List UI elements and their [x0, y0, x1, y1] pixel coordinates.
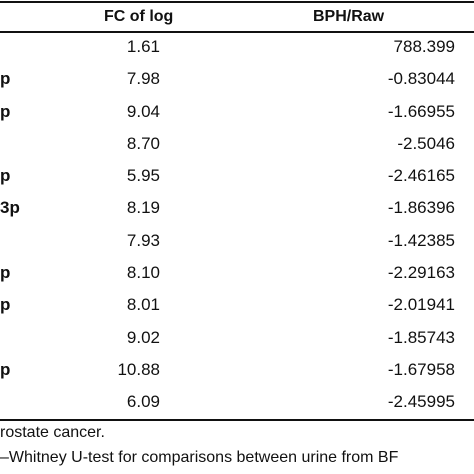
raw-value: -1.86396 [387, 198, 455, 218]
row-label: p [0, 69, 11, 89]
fc-value: 9.02 [126, 327, 160, 347]
row-label: p [0, 101, 11, 121]
fc-value: 8.01 [126, 295, 160, 315]
column-header-bph-raw: BPH/Raw [313, 8, 385, 25]
footnote-line: –Whitney U-test for comparisons between … [0, 449, 399, 466]
raw-value: -2.5046 [397, 133, 455, 153]
table-row: 3p 8.19 -1.86396 [0, 193, 474, 225]
table-bottom-rule [0, 419, 474, 421]
footnote-line: rostate cancer. [0, 424, 105, 441]
raw-value: 788.399 [393, 37, 455, 56]
fc-value: 7.93 [126, 230, 160, 250]
table-row: 6.09 -2.45995 [0, 387, 474, 419]
fc-value: 8.70 [126, 133, 160, 153]
raw-value: -1.85743 [387, 327, 455, 347]
table-header-rule [0, 31, 474, 33]
fc-value: 9.04 [126, 101, 160, 121]
row-label: p [0, 263, 11, 283]
raw-value: -2.29163 [387, 263, 455, 283]
fc-value: 6.09 [126, 392, 160, 412]
row-label: p [0, 166, 11, 186]
table-row: p 8.10 -2.29163 [0, 258, 474, 290]
raw-value: -1.67958 [387, 359, 455, 379]
fc-value: 5.95 [126, 166, 160, 186]
row-label: p [0, 295, 11, 315]
fc-value: 1.61 [126, 37, 160, 56]
table-row: 7.93 -1.42385 [0, 226, 474, 258]
table-body: 1.61 788.399 p 7.98 -0.83044 p 9.04 -1.6… [0, 32, 474, 420]
table-row: 9.02 -1.85743 [0, 323, 474, 355]
table-row: p 5.95 -2.46165 [0, 161, 474, 193]
row-label: p [0, 359, 11, 379]
table-row: p 10.88 -1.67958 [0, 355, 474, 387]
raw-value: -2.45995 [387, 392, 455, 412]
table-row: p 9.04 -1.66955 [0, 97, 474, 129]
column-header-fc-of-log: FC of log [104, 8, 174, 25]
fc-value: 7.98 [126, 69, 160, 89]
raw-value: -1.66955 [387, 101, 455, 121]
table-row: p 7.98 -0.83044 [0, 64, 474, 96]
table-top-rule [0, 1, 474, 3]
table-row: p 8.01 -2.01941 [0, 290, 474, 322]
fc-value: 8.19 [126, 198, 160, 218]
fc-value: 8.10 [126, 263, 160, 283]
raw-value: -2.46165 [387, 166, 455, 186]
table-row: 8.70 -2.5046 [0, 129, 474, 161]
row-label: 3p [0, 198, 20, 218]
raw-value: -1.42385 [387, 230, 455, 250]
raw-value: -2.01941 [387, 295, 455, 315]
raw-value: -0.83044 [387, 69, 455, 89]
table-row: 1.61 788.399 [0, 32, 474, 64]
fc-value: 10.88 [117, 359, 160, 379]
